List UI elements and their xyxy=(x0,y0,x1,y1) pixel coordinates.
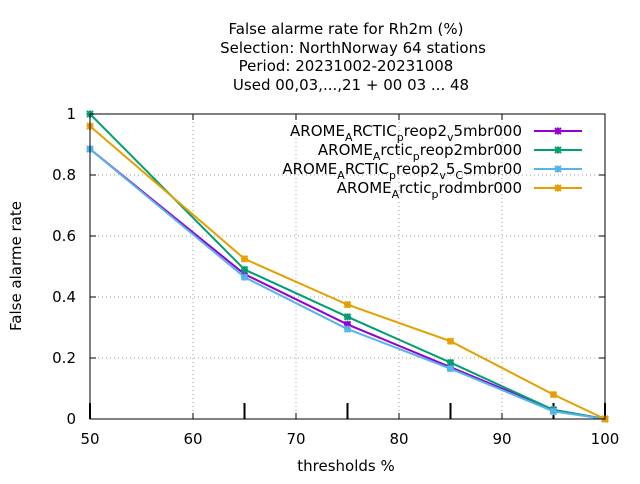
legend-label-part: reop2 xyxy=(396,160,439,178)
legend: AROMEARCTICpreop2v5mbr000AROMEArcticpreo… xyxy=(282,122,582,201)
legend-label-part: RCTIC xyxy=(352,122,396,140)
series-2-point xyxy=(343,313,352,321)
legend-marker-d2 xyxy=(554,165,562,173)
title-line-4: Used 00,03,...,21 + 00 03 ... 48 xyxy=(233,76,469,94)
legend-label-part: AROME xyxy=(337,179,392,197)
series-3-point xyxy=(446,364,455,373)
legend-label-part: 5 xyxy=(446,160,456,178)
y-axis-label: False alarme rate xyxy=(7,201,25,331)
y-tick-label: 1 xyxy=(66,105,76,123)
x-axis-label: thresholds % xyxy=(297,457,394,475)
series-4 xyxy=(86,122,609,423)
series-4-point xyxy=(343,300,352,309)
legend-label-part: v xyxy=(447,131,454,144)
series-4-point xyxy=(549,390,558,399)
point-mark-d2 xyxy=(446,337,455,345)
legend-label-part: 5mbr000 xyxy=(454,122,522,140)
point-mark-d2 xyxy=(240,255,249,263)
series-4-line xyxy=(89,125,606,420)
legend-label-part: p xyxy=(432,188,439,201)
x-tick-label: 50 xyxy=(80,430,99,448)
grid xyxy=(90,114,605,419)
legend-label-part: A xyxy=(337,169,345,182)
legend-label-part: A xyxy=(345,131,353,144)
legend-label-part: AROME xyxy=(290,122,345,140)
legend-label-part: A xyxy=(392,188,400,201)
y-tick-label: 0.8 xyxy=(52,166,76,184)
legend-label-part: rodmbr000 xyxy=(439,179,522,197)
point-mark-d2 xyxy=(240,265,249,274)
legend-label-part: rctic xyxy=(399,179,431,197)
series-2-line xyxy=(89,113,606,420)
y-tick-label: 0.6 xyxy=(52,227,76,245)
point-mark-d2 xyxy=(343,313,352,321)
y-tick-label: 0 xyxy=(66,410,76,428)
legend-label-part: rctic xyxy=(380,141,412,159)
point-mark-d2 xyxy=(240,273,249,281)
legend-entry-1: AROMEARCTICpreop2v5mbr000 xyxy=(290,122,582,144)
legend-marker-d2 xyxy=(554,184,562,192)
chart-title: False alarme rate for Rh2m (%) Selection… xyxy=(220,20,486,94)
legend-label-part: AROME xyxy=(282,160,337,178)
legend-label-part: p xyxy=(413,150,420,163)
series-3-line xyxy=(89,148,606,420)
x-tick-label: 90 xyxy=(492,430,511,448)
series-4-point xyxy=(240,255,249,263)
y-tick-label: 0.2 xyxy=(52,349,76,367)
legend-label-part: reop2mbr000 xyxy=(420,141,522,159)
legend-marker-d2 xyxy=(554,127,562,135)
legend-entry-3: AROMEARCTICpreop2v5CSmbr00 xyxy=(282,160,582,182)
legend-label-2: AROMEArcticpreop2mbr000 xyxy=(318,141,522,163)
legend-entry-4: AROMEArcticprodmbr000 xyxy=(337,179,582,201)
legend-label-part: p xyxy=(389,169,396,182)
x-tick-label: 70 xyxy=(286,430,305,448)
point-mark-d2 xyxy=(446,358,455,367)
plot-frame xyxy=(89,113,606,420)
legend-label-part: A xyxy=(373,150,381,163)
point-mark-d2 xyxy=(549,390,558,399)
series-3-point xyxy=(240,273,249,281)
title-line-3: Period: 20231002-20231008 xyxy=(239,57,454,75)
bottom-markers xyxy=(89,403,606,419)
x-tick-label: 60 xyxy=(183,430,202,448)
point-mark-d2 xyxy=(549,407,558,416)
series-3-point xyxy=(343,325,352,333)
legend-label-4: AROMEArcticprodmbr000 xyxy=(337,179,522,201)
title-line-1: False alarme rate for Rh2m (%) xyxy=(229,20,464,38)
legend-label-part: p xyxy=(397,131,404,144)
series-group xyxy=(86,110,609,423)
legend-label-3: AROMEARCTICpreop2v5CSmbr00 xyxy=(282,160,522,182)
legend-label-part: RCTIC xyxy=(345,160,389,178)
legend-label-part: v xyxy=(439,169,446,182)
series-4-point xyxy=(446,337,455,345)
legend-label-part: Smbr00 xyxy=(463,160,522,178)
point-mark-d2 xyxy=(343,300,352,309)
legend-label-1: AROMEARCTICpreop2v5mbr000 xyxy=(290,122,522,144)
axis-ticks: 50 60 70 80 90 100 0 0.2 0.4 0.6 0.8 1 xyxy=(52,105,619,448)
legend-label-part: C xyxy=(455,169,463,182)
x-tick-label: 80 xyxy=(389,430,408,448)
legend-label-part: reop2 xyxy=(404,122,447,140)
legend-label-part: AROME xyxy=(318,141,373,159)
x-tick-label: 100 xyxy=(591,430,620,448)
series-3-point xyxy=(549,407,558,416)
title-line-2: Selection: NorthNorway 64 stations xyxy=(220,39,486,57)
legend-marker-d2 xyxy=(554,146,562,154)
series-2-point xyxy=(240,265,249,274)
series-2-point xyxy=(446,358,455,367)
y-tick-label: 0.4 xyxy=(52,288,76,306)
point-mark-d2 xyxy=(343,325,352,333)
legend-entry-2: AROMEArcticpreop2mbr000 xyxy=(318,141,582,163)
point-mark-d2 xyxy=(446,364,455,373)
series-2 xyxy=(86,110,609,423)
